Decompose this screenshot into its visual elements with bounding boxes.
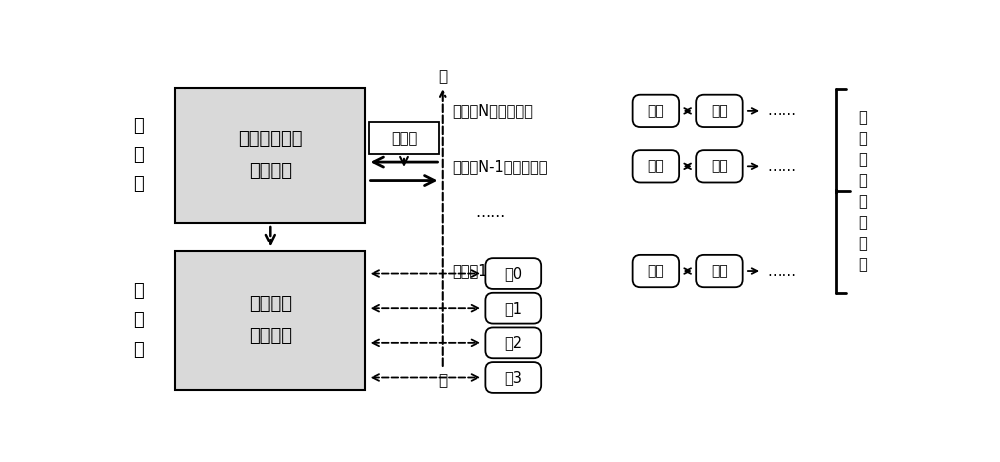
Text: 全
局
任
务
调
度
队
列: 全 局 任 务 调 度 队 列 (858, 110, 867, 272)
FancyBboxPatch shape (485, 328, 541, 358)
Text: 处理器核
选择算法: 处理器核 选择算法 (249, 295, 292, 345)
Text: ……: …… (767, 103, 796, 118)
Text: 高优先级任务
选择算法: 高优先级任务 选择算法 (238, 130, 303, 180)
Text: 自旋锁: 自旋锁 (391, 131, 417, 146)
FancyBboxPatch shape (696, 255, 743, 287)
Bar (175, 88, 365, 223)
Text: 高: 高 (438, 373, 447, 388)
Text: 任务: 任务 (648, 264, 664, 278)
Text: 任务: 任务 (711, 264, 728, 278)
Text: ……: …… (767, 263, 796, 279)
Text: 任务: 任务 (648, 104, 664, 118)
FancyBboxPatch shape (696, 150, 743, 182)
Text: 低: 低 (438, 69, 447, 84)
FancyBboxPatch shape (696, 95, 743, 127)
Text: 优先级N-1任务队列：: 优先级N-1任务队列： (452, 159, 548, 174)
Text: 优先级N任务队列：: 优先级N任务队列： (452, 103, 533, 118)
FancyBboxPatch shape (485, 293, 541, 323)
Bar (175, 251, 365, 389)
Bar (369, 122, 439, 154)
Text: 第
一
维: 第 一 维 (134, 117, 144, 194)
Text: 核0: 核0 (504, 266, 522, 281)
Text: 第
二
维: 第 二 维 (134, 282, 144, 359)
Text: 核3: 核3 (504, 370, 522, 385)
FancyBboxPatch shape (485, 258, 541, 289)
Text: ……: …… (475, 205, 506, 220)
Text: 任务: 任务 (711, 104, 728, 118)
FancyBboxPatch shape (633, 95, 679, 127)
Text: 优先级1任务队列：: 优先级1任务队列： (452, 263, 531, 279)
FancyBboxPatch shape (633, 255, 679, 287)
Text: ……: …… (767, 159, 796, 174)
Text: 任务: 任务 (711, 159, 728, 173)
Text: 核2: 核2 (504, 335, 522, 350)
FancyBboxPatch shape (485, 362, 541, 393)
FancyBboxPatch shape (633, 150, 679, 182)
Text: 任务: 任务 (648, 159, 664, 173)
Text: 核1: 核1 (504, 301, 522, 316)
